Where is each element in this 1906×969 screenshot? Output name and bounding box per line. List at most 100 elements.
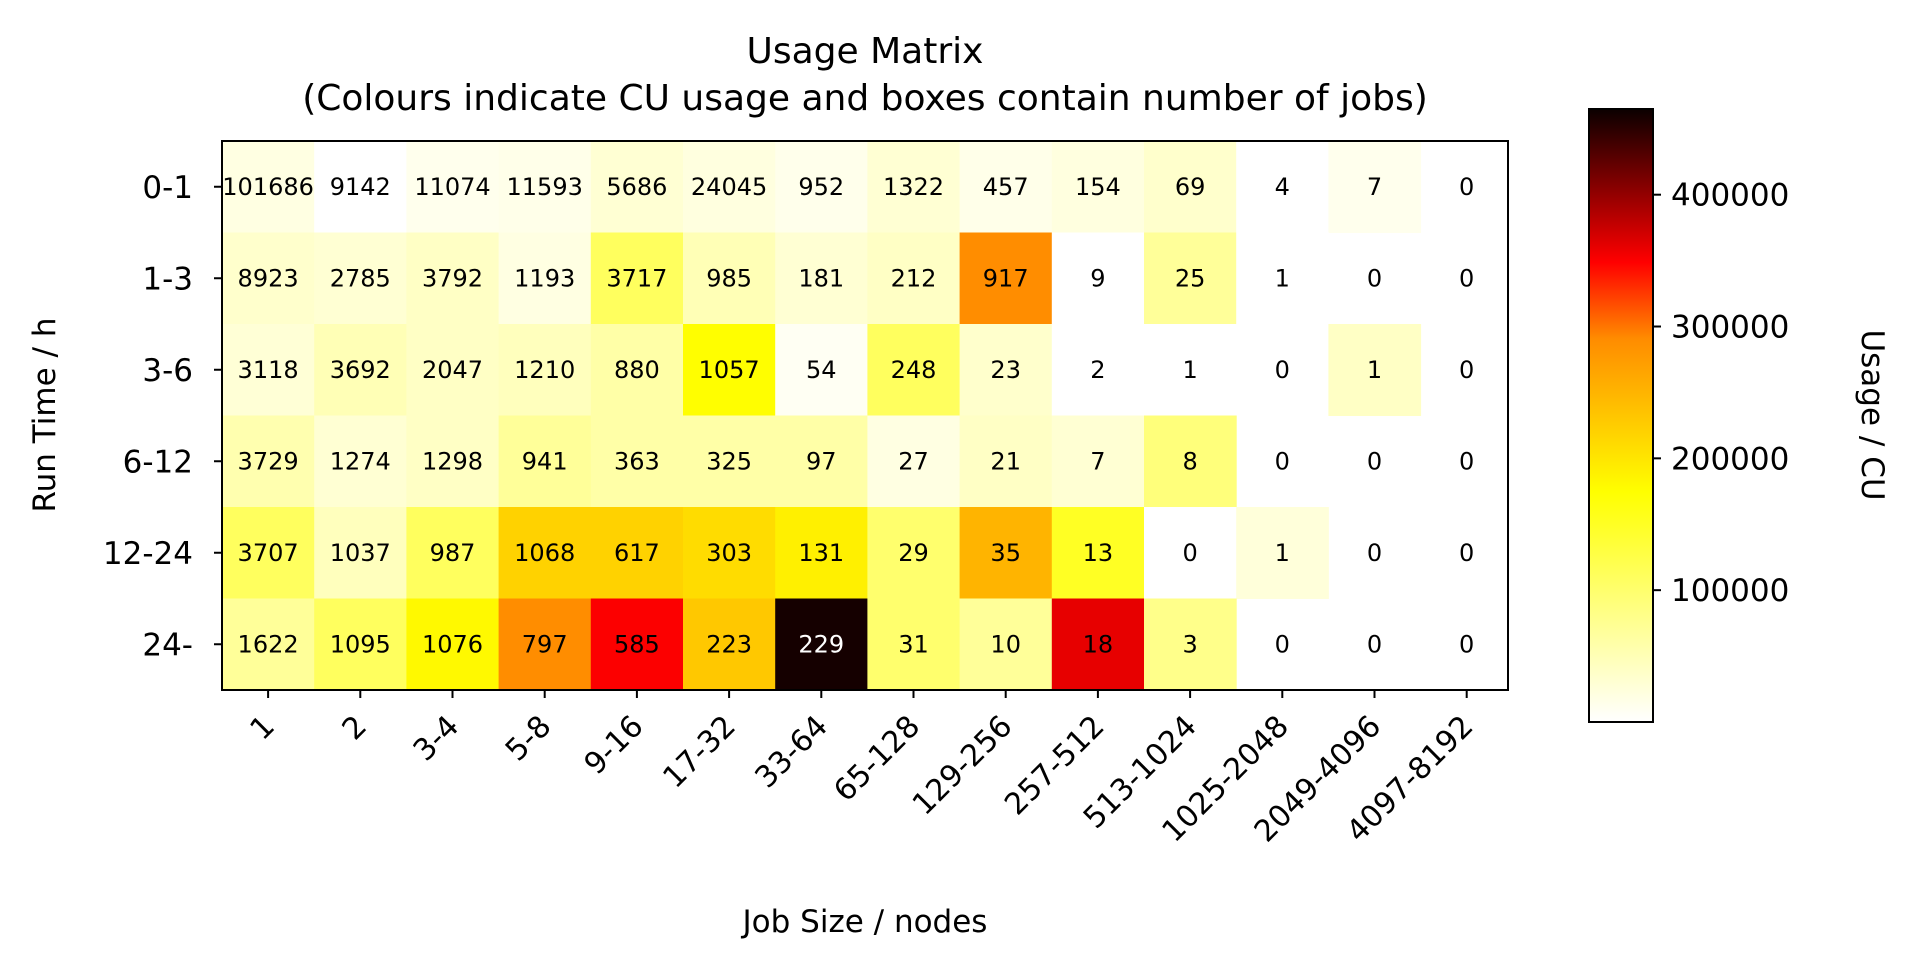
cell-job-count: 0: [1459, 264, 1474, 292]
heatmap-cell: [590, 324, 684, 416]
heatmap-cell: [1144, 598, 1237, 691]
heatmap-cell: [1144, 507, 1237, 599]
cell-job-count: 69: [1175, 173, 1206, 201]
heatmap-cell: [1051, 324, 1145, 416]
cell-job-count: 181: [798, 264, 844, 292]
heatmap-cell: [959, 507, 1053, 599]
y-axis: 0-1 1-3 3-6 6-12 12-24 24-: [103, 170, 222, 663]
cell-job-count: 1068: [514, 539, 575, 567]
y-tick-label: 6-12: [123, 444, 193, 480]
heatmap-cell: [498, 507, 592, 599]
colorbar-tick-label: 300000: [1671, 310, 1789, 346]
cell-job-count: 3717: [606, 264, 667, 292]
cell-job-count: 8923: [238, 264, 299, 292]
cell-job-count: 0: [1367, 630, 1382, 658]
heatmap-cell: [590, 507, 684, 599]
cell-job-count: 0: [1459, 173, 1474, 201]
heatmap-cell: [959, 324, 1053, 416]
cell-job-count: 0: [1459, 447, 1474, 475]
heatmap-cell: [1051, 415, 1145, 508]
cell-job-count: 154: [1075, 173, 1121, 201]
cell-job-count: 1: [1275, 264, 1290, 292]
cell-job-count: 23: [990, 356, 1021, 384]
heatmap-cell: [1144, 232, 1237, 325]
heatmap-cell: [867, 507, 961, 599]
heatmap-cell: [314, 232, 407, 325]
heatmap-cell: [775, 415, 868, 508]
heatmap-cell: [1051, 598, 1145, 691]
y-axis-label: Run Time / h: [27, 318, 63, 513]
x-tick-label: 3-4: [407, 709, 466, 768]
heatmap-cell: [498, 415, 592, 508]
y-tick-label: 0-1: [142, 170, 193, 206]
heatmap-cell: [590, 141, 684, 233]
cell-job-count: 24045: [691, 173, 767, 201]
cell-job-count: 325: [706, 447, 752, 475]
cell-job-count: 617: [614, 539, 660, 567]
cell-job-count: 1298: [422, 447, 483, 475]
chart-subtitle: (Colours indicate CU usage and boxes con…: [302, 78, 1428, 119]
cell-job-count: 1057: [699, 356, 760, 384]
cell-job-count: 941: [522, 447, 568, 475]
x-tick-label: 33-64: [749, 709, 835, 795]
y-tick-label: 1-3: [142, 261, 193, 297]
x-tick-label: 129-256: [906, 709, 1019, 822]
cell-job-count: 1095: [330, 630, 391, 658]
cell-job-count: 1274: [330, 447, 391, 475]
cell-job-count: 2: [1090, 356, 1105, 384]
heatmap-cell: [222, 598, 315, 691]
heatmap-cell: [406, 141, 500, 233]
cell-job-count: 4: [1275, 173, 1290, 201]
heatmap-cell: [590, 415, 684, 508]
cell-job-count: 0: [1367, 264, 1382, 292]
heatmap-cell: [498, 324, 592, 416]
heatmap-cell: [1144, 324, 1237, 416]
cell-job-count: 223: [706, 630, 752, 658]
cell-job-count: 985: [706, 264, 752, 292]
heatmap-cell: [590, 598, 684, 691]
cell-job-count: 880: [614, 356, 660, 384]
heatmap-cell: [775, 141, 868, 233]
cell-job-count: 18: [1083, 630, 1114, 658]
x-tick-label: 9-16: [578, 709, 651, 782]
heatmap-cell: [1236, 141, 1329, 233]
heatmap-cell: [683, 507, 776, 599]
cell-job-count: 11074: [414, 173, 490, 201]
cell-job-count: 1037: [330, 539, 391, 567]
heatmap-cell: [314, 507, 407, 599]
cell-job-count: 97: [806, 447, 837, 475]
cell-job-count: 3792: [422, 264, 483, 292]
heatmap-cell: [406, 507, 500, 599]
heatmap-cell: [1236, 507, 1329, 599]
heatmap-cell: [867, 232, 961, 325]
heatmap-cell: [683, 141, 776, 233]
heatmap-cell: [314, 141, 407, 233]
cell-job-count: 31: [898, 630, 929, 658]
heatmap-cell: [683, 232, 776, 325]
cell-job-count: 0: [1275, 630, 1290, 658]
cell-job-count: 13: [1083, 539, 1114, 567]
heatmap-cell: [775, 507, 868, 599]
cell-job-count: 0: [1459, 539, 1474, 567]
cell-job-count: 1076: [422, 630, 483, 658]
cell-job-count: 3707: [238, 539, 299, 567]
colorbar-label: Usage / CU: [1854, 329, 1890, 500]
cell-job-count: 27: [898, 447, 929, 475]
heatmap-cell: [406, 598, 500, 691]
heatmap-cell: [867, 324, 961, 416]
heatmap-cell: [775, 232, 868, 325]
colorbar-ticks: 100000 200000 300000 400000: [1653, 178, 1789, 609]
heatmap-cell: [775, 324, 868, 416]
heatmap-cell: [683, 598, 776, 691]
cell-job-count: 0: [1459, 356, 1474, 384]
heatmap-cell: [683, 415, 776, 508]
heatmap-cell: [406, 324, 500, 416]
cell-job-count: 101686: [222, 173, 314, 201]
cell-job-count: 248: [891, 356, 937, 384]
cell-job-count: 952: [798, 173, 844, 201]
heatmap-cell: [683, 324, 776, 416]
heatmap-cell: [314, 415, 407, 508]
heatmap-cell: [222, 141, 315, 233]
cell-job-count: 917: [983, 264, 1029, 292]
cell-job-count: 0: [1275, 356, 1290, 384]
